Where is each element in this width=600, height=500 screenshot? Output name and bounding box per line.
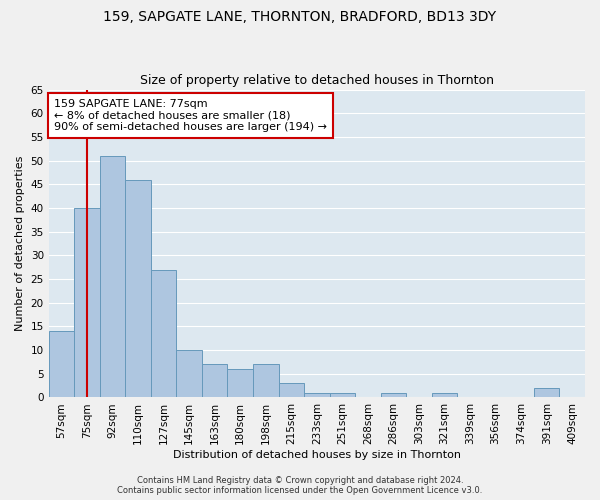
Bar: [125, 180, 151, 398]
Bar: [151, 270, 176, 398]
Bar: [534, 388, 559, 398]
Bar: [253, 364, 278, 398]
Bar: [278, 383, 304, 398]
Bar: [432, 392, 457, 398]
Title: Size of property relative to detached houses in Thornton: Size of property relative to detached ho…: [140, 74, 494, 87]
Bar: [176, 350, 202, 398]
Text: 159 SAPGATE LANE: 77sqm
← 8% of detached houses are smaller (18)
90% of semi-det: 159 SAPGATE LANE: 77sqm ← 8% of detached…: [54, 99, 327, 132]
Bar: [380, 392, 406, 398]
Bar: [227, 369, 253, 398]
Text: Contains HM Land Registry data © Crown copyright and database right 2024.
Contai: Contains HM Land Registry data © Crown c…: [118, 476, 482, 495]
Text: 159, SAPGATE LANE, THORNTON, BRADFORD, BD13 3DY: 159, SAPGATE LANE, THORNTON, BRADFORD, B…: [103, 10, 497, 24]
Bar: [304, 392, 329, 398]
Bar: [202, 364, 227, 398]
Bar: [329, 392, 355, 398]
Bar: [74, 208, 100, 398]
X-axis label: Distribution of detached houses by size in Thornton: Distribution of detached houses by size …: [173, 450, 461, 460]
Y-axis label: Number of detached properties: Number of detached properties: [15, 156, 25, 331]
Bar: [100, 156, 125, 398]
Bar: [49, 331, 74, 398]
